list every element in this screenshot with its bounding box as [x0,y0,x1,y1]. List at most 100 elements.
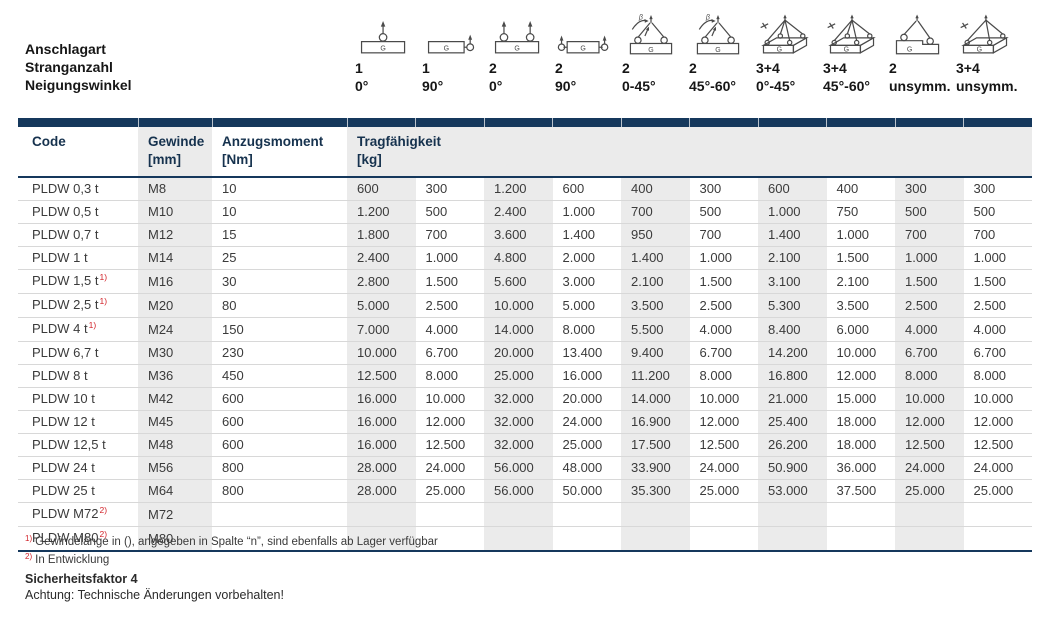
load-cell: 5.600 [484,269,553,294]
load-cell: 10.000 [895,387,964,411]
load-cell: 12.000 [689,410,758,434]
thread-cell: M20 [138,293,212,318]
load-cell: 1.000 [826,223,895,247]
code-cell: PLDW 2,5 t1) [18,293,138,318]
safety-factor: Sicherheitsfaktor 4 [25,572,138,586]
sling-config-9: G 2 unsymm. [889,10,955,94]
table-header-row: Code Gewinde [mm] Anzugsmoment [Nm] Trag… [18,127,1032,178]
code-cell: PLDW 1,5 t1) [18,269,138,294]
load-cell: 500 [895,200,964,224]
sling-config-10: G 3+4 unsymm. [956,10,1022,94]
svg-text:G: G [715,47,720,54]
svg-text:G: G [844,46,849,53]
table-row: PLDW 0,7 t M12 15 1.800 700 3.600 1.400 950 700 1… [18,223,1032,247]
load-cell: 12.000 [895,410,964,434]
top-bar-segment [757,118,827,127]
load-cell [415,502,484,527]
load-cell: 14.000 [484,317,553,342]
top-bar-segment [483,118,553,127]
load-cell: 16.000 [347,433,416,457]
strand-count: 2 [889,60,897,76]
label-anschlagart: Anschlagart [25,41,106,57]
load-cell [621,502,690,527]
thread-cell: M24 [138,317,212,342]
svg-text:β: β [705,15,710,22]
load-cell: 2.500 [415,293,484,318]
load-cell: 18.000 [826,433,895,457]
two-sling-angle-icon: G β [622,10,688,58]
thread-cell: M72 [138,502,212,527]
load-cell: 1.400 [758,223,827,247]
svg-text:G: G [444,46,449,53]
code-cell: PLDW 12 t [18,410,138,434]
load-cell: 12.500 [689,433,758,457]
load-cell: 1.500 [415,269,484,294]
inclination-angle: 45°-60° [689,78,737,94]
torque-cell: 30 [212,269,347,294]
top-bar-segment [894,118,964,127]
torque-cell: 600 [212,433,347,457]
safety-note: Sicherheitsfaktor 4 Achtung: Technische … [25,571,284,603]
load-cell: 6.700 [415,341,484,365]
footnote-1-marker: 1) [25,534,33,543]
code-cell: PLDW 10 t [18,387,138,411]
load-cell: 25.000 [689,479,758,503]
torque-cell: 800 [212,479,347,503]
load-cell: 10.000 [963,387,1032,411]
load-cell: 1.200 [347,200,416,224]
load-cell: 21.000 [758,387,827,411]
torque-cell: 15 [212,223,347,247]
footnote-ref: 2) [99,529,108,539]
load-cell: 4.800 [484,246,553,270]
top-bar-segment [689,118,758,127]
load-cell: 5.000 [552,293,621,318]
code-cell: PLDW 0,3 t [18,177,138,201]
load-cell [758,502,827,527]
load-cell: 1.000 [415,246,484,270]
strand-count: 1 [355,60,363,76]
load-cell: 500 [963,200,1032,224]
load-cell: 8.000 [552,317,621,342]
torque-cell: 450 [212,364,347,388]
two-rings-top-icon: G [489,10,555,58]
load-cell: 25.400 [758,410,827,434]
load-cell: 50.900 [758,456,827,480]
svg-text:G: G [648,47,653,54]
table-row: PLDW M722) M72 [18,502,1032,527]
thread-cell: M45 [138,410,212,434]
footnote-2-text: In Entwicklung [35,553,110,566]
svg-text:G: G [514,46,519,53]
sling-config-5: G β 2 0-45° [622,10,688,94]
load-cell: 50.000 [552,479,621,503]
load-cell: 5.000 [347,293,416,318]
code-cell: PLDW 12,5 t [18,433,138,457]
table-row: PLDW 6,7 t M30 230 10.000 6.700 20.000 13.400 9… [18,341,1032,365]
code-cell: PLDW 4 t1) [18,317,138,342]
load-cell: 12.000 [826,364,895,388]
load-cell: 12.500 [347,364,416,388]
top-bar-segment [415,118,484,127]
table-row: PLDW 25 t M64 800 28.000 25.000 56.000 50.000 3… [18,479,1032,503]
load-cell: 25.000 [895,479,964,503]
load-cell: 4.000 [963,317,1032,342]
thread-cell: M16 [138,269,212,294]
strand-count: 3+4 [956,60,980,76]
load-cell: 7.000 [347,317,416,342]
load-cell [347,526,416,551]
inclination-angle: 0°-45° [756,78,796,94]
inclination-angle: unsymm. [889,78,951,94]
load-cell [689,502,758,527]
sling-config-6: G β 2 45°-60° [689,10,755,94]
load-cell: 3.600 [484,223,553,247]
code-cell: PLDW M802) [18,526,138,551]
table-row: PLDW 12,5 t M48 600 16.000 12.500 32.000 25.00… [18,433,1032,457]
top-bar-segment [826,118,895,127]
load-cell: 600 [347,177,416,201]
svg-text:G: G [777,46,782,53]
load-cell: 500 [689,200,758,224]
table-top-bar [18,118,1032,127]
load-cell: 4.000 [895,317,964,342]
load-cell: 10.000 [689,387,758,411]
svg-text:G: G [580,46,585,53]
torque-cell: 800 [212,456,347,480]
